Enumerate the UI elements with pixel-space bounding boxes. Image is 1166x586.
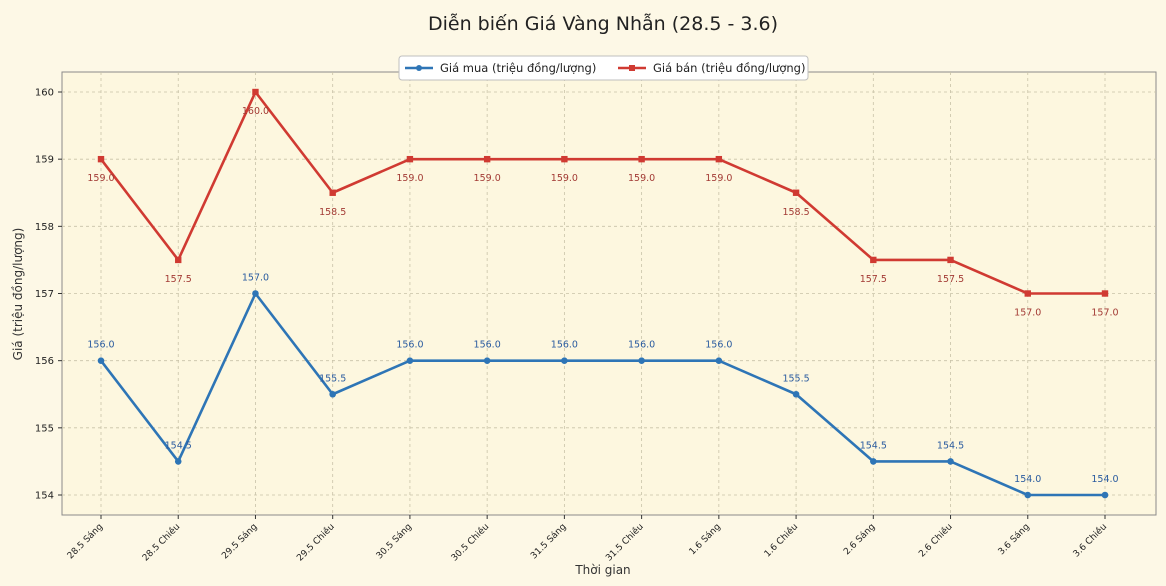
x-tick-label: 29.5 Sáng [220, 522, 259, 561]
legend-box [398, 55, 809, 81]
buy-price-point [638, 357, 645, 364]
sell-data-label: 159.0 [396, 173, 423, 184]
sell-data-label: 157.5 [165, 274, 192, 285]
x-axis-ticks: 28.5 Sáng 28.5 Chiều 29.5 Sáng 29.5 Chiều 30… [66, 515, 1109, 564]
buy-data-label: 156.0 [705, 340, 732, 351]
sell-price-point [947, 256, 954, 264]
buy-price-point [483, 357, 491, 364]
x-tick-label: 1.6 Sáng [688, 522, 723, 557]
sell-data-label: 158.5 [319, 207, 346, 218]
y-tick-label: 157 [35, 289, 54, 300]
buy-data-label: 155.5 [782, 373, 809, 384]
buy-price-point [561, 357, 568, 364]
buy-data-label: 156.0 [474, 340, 501, 351]
x-tick-label: 1.6 Chiều [762, 521, 800, 559]
buy-price-point [1024, 491, 1032, 499]
legend: Giá mua (triệu đồng/lượng) Giá bán (triệ… [398, 55, 809, 81]
sell-data-label: 159.0 [705, 173, 732, 184]
sell-data-label: 159.0 [87, 173, 114, 184]
buy-price-line [99, 292, 1105, 497]
chart-title: Diễn biến Giá Vàng Nhẫn (28.5 - 3.6) [428, 12, 778, 35]
x-tick-label: 30.5 Chiều [449, 521, 491, 563]
y-tick-label: 159 [35, 155, 54, 166]
x-tick-label: 3.6 Sáng [997, 522, 1032, 557]
y-axis-label: Giá (triệu đồng/lượng) [11, 228, 25, 361]
x-tick-label: 31.5 Chiều [604, 521, 646, 563]
buy-price-point [870, 458, 877, 465]
buy-data-label: 156.0 [628, 340, 655, 351]
sell-price-point [638, 155, 645, 163]
sell-price-point [792, 189, 800, 196]
buy-data-label: 154.5 [937, 440, 964, 451]
x-tick-label: 2.6 Chiều [917, 521, 955, 559]
buy-price-point [1101, 491, 1109, 499]
buy-price-point [252, 290, 259, 297]
sell-price-point [406, 155, 414, 163]
sell-data-label: 157.0 [1014, 308, 1041, 319]
sell-price-point [175, 256, 182, 264]
data-labels: 156.0 154.5 157.0 155.5 156.0 156.0 156.0 156.0… [87, 106, 1118, 485]
y-tick-label: 158 [35, 222, 54, 233]
x-tick-label: 29.5 Chiều [295, 521, 337, 563]
legend-buy-marker [416, 65, 422, 71]
sell-price-point [1101, 290, 1109, 297]
buy-price-point [715, 357, 723, 364]
sell-price-point [252, 88, 259, 96]
buy-price-point [329, 390, 336, 398]
sell-data-label: 157.5 [860, 274, 887, 285]
sell-price-point [1024, 290, 1031, 297]
legend-buy-label: Giá mua (triệu đồng/lượng) [440, 61, 596, 75]
buy-data-label: 156.0 [87, 340, 114, 351]
sell-data-label: 159.0 [551, 173, 578, 184]
buy-price-point [792, 390, 800, 398]
x-axis-label: Thời gian [574, 563, 630, 577]
sell-price-point [715, 155, 723, 163]
buy-price-point [406, 357, 414, 364]
sell-price-point [97, 155, 105, 163]
buy-data-label: 155.5 [319, 373, 346, 384]
buy-data-label: 154.0 [1014, 474, 1041, 485]
sell-data-label: 159.0 [628, 173, 655, 184]
x-tick-label: 2.6 Sáng [842, 522, 877, 557]
x-tick-label: 3.6 Chiều [1071, 521, 1109, 559]
x-tick-label: 30.5 Sáng [375, 522, 414, 561]
sell-price-point [483, 155, 491, 163]
buy-price-point [97, 357, 105, 364]
legend-sell-label: Giá bán (triệu đồng/lượng) [653, 61, 805, 75]
sell-data-label: 159.0 [474, 173, 501, 184]
buy-data-label: 154.5 [860, 440, 887, 451]
y-axis-ticks: 154 155 156 157 158 159 160 [35, 88, 62, 502]
sell-data-label: 157.0 [1091, 308, 1118, 319]
y-tick-label: 160 [35, 88, 54, 99]
buy-data-label: 157.0 [242, 273, 269, 284]
sell-data-label: 158.5 [782, 207, 809, 218]
sell-price-line [99, 90, 1105, 295]
y-tick-label: 155 [35, 423, 54, 434]
y-tick-label: 156 [35, 356, 54, 367]
buy-data-label: 156.0 [551, 340, 578, 351]
sell-price-point [870, 256, 877, 264]
legend-sell-marker [629, 65, 635, 71]
y-tick-label: 154 [35, 491, 54, 502]
sell-price-point [329, 189, 336, 196]
x-tick-label: 28.5 Sáng [66, 522, 105, 561]
buy-data-label: 154.5 [165, 440, 192, 451]
buy-price-point [174, 458, 182, 465]
x-tick-label: 28.5 Chiều [140, 521, 182, 563]
buy-data-label: 156.0 [396, 340, 423, 351]
buy-price-point [947, 458, 954, 465]
sell-data-label: 160.0 [242, 106, 269, 117]
series-group [97, 88, 1109, 499]
sell-data-label: 157.5 [937, 274, 964, 285]
x-tick-label: 31.5 Sáng [529, 522, 568, 561]
buy-data-label: 154.0 [1091, 474, 1118, 485]
sell-price-point [561, 155, 568, 163]
